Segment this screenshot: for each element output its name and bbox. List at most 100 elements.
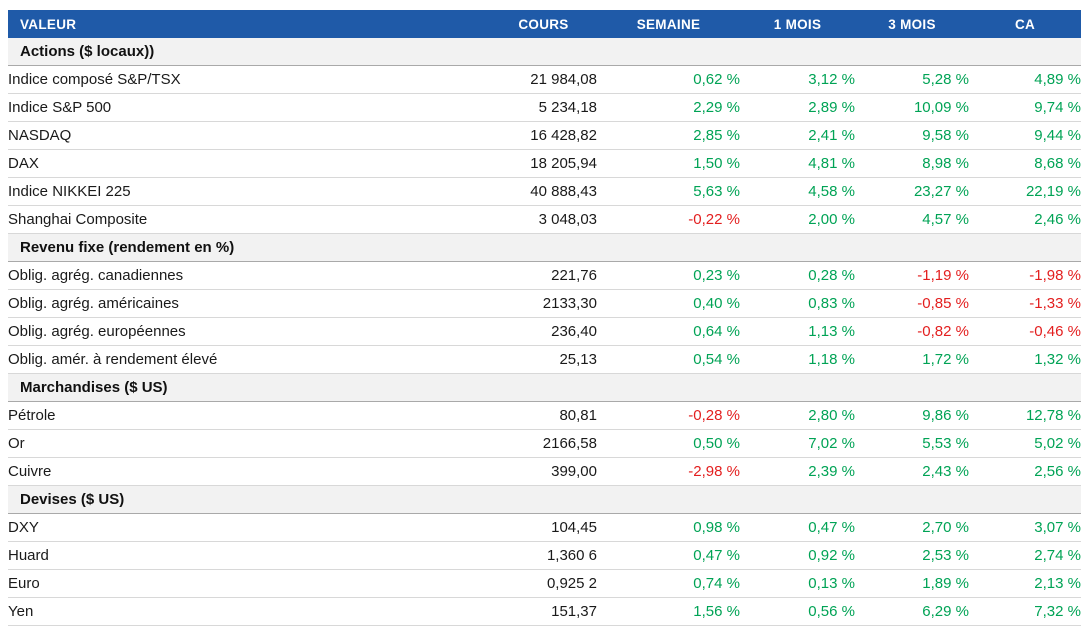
1-mois-value: 2,80 % (740, 401, 855, 430)
semaine-value: 5,63 % (597, 177, 740, 206)
section-row: Revenu fixe (rendement en %) (8, 233, 1081, 262)
3-mois-value: -1,19 % (855, 261, 969, 290)
3-mois-value: 9,58 % (855, 121, 969, 150)
semaine-value: 0,47 % (597, 541, 740, 570)
cours-value: 3 048,03 (490, 205, 597, 234)
ca-value: 3,07 % (969, 513, 1081, 542)
ca-value: 4,89 % (969, 65, 1081, 94)
semaine-value: 0,64 % (597, 317, 740, 346)
3-mois-value: 10,09 % (855, 93, 969, 122)
1-mois-value: 7,02 % (740, 429, 855, 458)
cours-value: 1,360 6 (490, 541, 597, 570)
ca-value: 2,56 % (969, 457, 1081, 486)
semaine-value: -0,28 % (597, 401, 740, 430)
3-mois-value: 5,53 % (855, 429, 969, 458)
section-row: Devises ($ US) (8, 485, 1081, 514)
1-mois-value: 0,28 % (740, 261, 855, 290)
table-row: Yen 151,37 1,56 % 0,56 % 6,29 % 7,32 % (8, 597, 1081, 626)
instrument-name: Yen (8, 597, 490, 626)
1-mois-value: 0,47 % (740, 513, 855, 542)
instrument-name: NASDAQ (8, 121, 490, 150)
1-mois-value: 0,56 % (740, 597, 855, 626)
instrument-name: Or (8, 429, 490, 458)
instrument-name: Cuivre (8, 457, 490, 486)
ca-value: 8,68 % (969, 149, 1081, 178)
3-mois-value: 1,89 % (855, 569, 969, 598)
col-header-semaine: SEMAINE (597, 10, 740, 38)
table-row: Oblig. agrég. américaines 2133,30 0,40 % 0,… (8, 289, 1081, 318)
cours-value: 25,13 (490, 345, 597, 374)
col-header-3-mois: 3 MOIS (855, 10, 969, 38)
cours-value: 2166,58 (490, 429, 597, 458)
3-mois-value: 5,28 % (855, 65, 969, 94)
section-label: Devises ($ US) (8, 485, 1081, 514)
table-row: Huard 1,360 6 0,47 % 0,92 % 2,53 % 2,74 % (8, 541, 1081, 570)
cours-value: 104,45 (490, 513, 597, 542)
table-row: Oblig. amér. à rendement élevé 25,13 0,54 … (8, 345, 1081, 374)
instrument-name: Oblig. amér. à rendement élevé (8, 345, 490, 374)
3-mois-value: 23,27 % (855, 177, 969, 206)
section-label: Actions ($ locaux)) (8, 38, 1081, 66)
semaine-value: 0,62 % (597, 65, 740, 94)
instrument-name: Pétrole (8, 401, 490, 430)
section-label: Marchandises ($ US) (8, 373, 1081, 402)
cours-value: 399,00 (490, 457, 597, 486)
1-mois-value: 4,81 % (740, 149, 855, 178)
instrument-name: Indice composé S&P/TSX (8, 65, 490, 94)
col-header-1-mois: 1 MOIS (740, 10, 855, 38)
cours-value: 0,925 2 (490, 569, 597, 598)
table-row: Oblig. agrég. canadiennes 221,76 0,23 % 0,2… (8, 261, 1081, 290)
1-mois-value: 2,00 % (740, 205, 855, 234)
col-header-valeur: VALEUR (8, 10, 490, 38)
ca-value: 2,46 % (969, 205, 1081, 234)
1-mois-value: 0,13 % (740, 569, 855, 598)
ca-value: -1,33 % (969, 289, 1081, 318)
semaine-value: 0,23 % (597, 261, 740, 290)
ca-value: -1,98 % (969, 261, 1081, 290)
table-body: Actions ($ locaux)) Indice composé S&P/TS… (8, 38, 1081, 626)
table-row: Or 2166,58 0,50 % 7,02 % 5,53 % 5,02 % (8, 429, 1081, 458)
section-label: Revenu fixe (rendement en %) (8, 233, 1081, 262)
ca-value: 12,78 % (969, 401, 1081, 430)
cours-value: 221,76 (490, 261, 597, 290)
3-mois-value: 2,70 % (855, 513, 969, 542)
3-mois-value: 9,86 % (855, 401, 969, 430)
table-row: Pétrole 80,81 -0,28 % 2,80 % 9,86 % 12,78 % (8, 401, 1081, 430)
semaine-value: 1,50 % (597, 149, 740, 178)
cours-value: 21 984,08 (490, 65, 597, 94)
ca-value: 5,02 % (969, 429, 1081, 458)
instrument-name: Euro (8, 569, 490, 598)
3-mois-value: -0,82 % (855, 317, 969, 346)
instrument-name: Oblig. agrég. américaines (8, 289, 490, 318)
col-header-cours: COURS (490, 10, 597, 38)
1-mois-value: 0,83 % (740, 289, 855, 318)
ca-value: 2,74 % (969, 541, 1081, 570)
instrument-name: DXY (8, 513, 490, 542)
3-mois-value: 2,53 % (855, 541, 969, 570)
instrument-name: Shanghai Composite (8, 205, 490, 234)
1-mois-value: 2,89 % (740, 93, 855, 122)
ca-value: 7,32 % (969, 597, 1081, 626)
table-row: Euro 0,925 2 0,74 % 0,13 % 1,89 % 2,13 % (8, 569, 1081, 598)
3-mois-value: 1,72 % (855, 345, 969, 374)
semaine-value: 0,50 % (597, 429, 740, 458)
cours-value: 5 234,18 (490, 93, 597, 122)
instrument-name: Huard (8, 541, 490, 570)
3-mois-value: 2,43 % (855, 457, 969, 486)
ca-value: 1,32 % (969, 345, 1081, 374)
instrument-name: Oblig. agrég. européennes (8, 317, 490, 346)
semaine-value: 0,40 % (597, 289, 740, 318)
cours-value: 2133,30 (490, 289, 597, 318)
col-header-ca: CA (969, 10, 1081, 38)
semaine-value: 0,54 % (597, 345, 740, 374)
table-row: Oblig. agrég. européennes 236,40 0,64 % 1,1… (8, 317, 1081, 346)
section-row: Marchandises ($ US) (8, 373, 1081, 402)
semaine-value: 2,29 % (597, 93, 740, 122)
ca-value: 9,74 % (969, 93, 1081, 122)
semaine-value: 0,74 % (597, 569, 740, 598)
cours-value: 236,40 (490, 317, 597, 346)
section-row: Actions ($ locaux)) (8, 38, 1081, 66)
3-mois-value: -0,85 % (855, 289, 969, 318)
table-row: DXY 104,45 0,98 % 0,47 % 2,70 % 3,07 % (8, 513, 1081, 542)
